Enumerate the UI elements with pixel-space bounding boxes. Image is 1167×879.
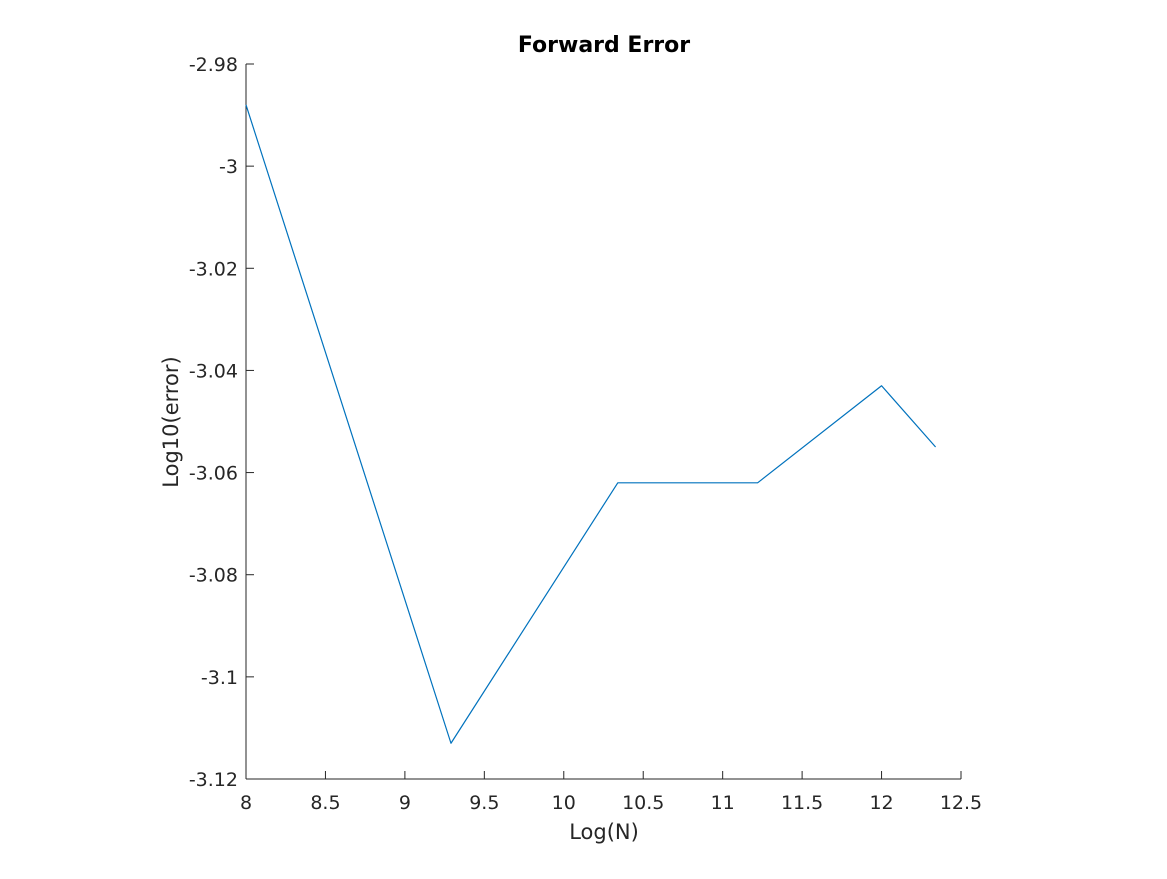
x-tick-label: 11 bbox=[711, 792, 735, 814]
x-tick-label: 9.5 bbox=[469, 792, 499, 814]
x-axis-label: Log(N) bbox=[569, 820, 639, 844]
y-tick-label: -2.98 bbox=[189, 54, 238, 76]
y-tick-label: -3.1 bbox=[201, 667, 238, 689]
y-axis-label: Log10(error) bbox=[159, 356, 183, 487]
x-tick-label: 10.5 bbox=[622, 792, 664, 814]
y-tick-label: -3.04 bbox=[189, 360, 238, 382]
chart-title: Forward Error bbox=[518, 33, 690, 58]
x-tick-label: 10 bbox=[552, 792, 576, 814]
x-tick-label: 8.5 bbox=[310, 792, 340, 814]
axes bbox=[246, 64, 961, 779]
series-line bbox=[246, 105, 936, 743]
y-tick-label: -3 bbox=[219, 156, 238, 178]
y-tick-label: -3.12 bbox=[189, 769, 238, 791]
y-tick-label: -3.08 bbox=[189, 565, 238, 587]
x-tick-label: 12.5 bbox=[940, 792, 982, 814]
series-layer bbox=[246, 105, 936, 743]
y-tick-label: -3.06 bbox=[189, 463, 238, 485]
y-tick-label: -3.02 bbox=[189, 258, 238, 280]
x-tick-label: 8 bbox=[240, 792, 252, 814]
x-tick-label: 12 bbox=[869, 792, 893, 814]
x-tick-label: 11.5 bbox=[781, 792, 823, 814]
x-tick-label: 9 bbox=[399, 792, 411, 814]
ticks: 8 8.5 9 9.5 10 10.5 11 11.5 12 12.5 -2.98 -3 -3.02 -3… bbox=[189, 54, 982, 814]
